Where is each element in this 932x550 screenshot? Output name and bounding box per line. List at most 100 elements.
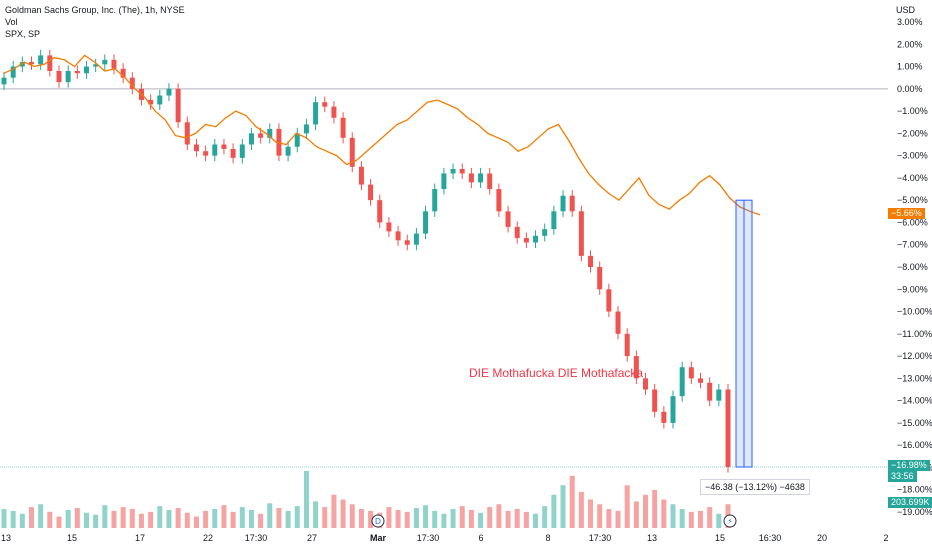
volume-bar <box>313 501 319 528</box>
volume-bar <box>514 509 520 528</box>
candle-body <box>1 77 7 85</box>
volume-bar <box>459 506 465 528</box>
candle-body <box>212 144 218 156</box>
candle-body <box>175 88 181 123</box>
volume-bar <box>597 504 603 528</box>
chart-annotation[interactable]: DIE Mothafucka DIE Mothafacka <box>469 366 644 380</box>
volume-bar <box>386 507 392 528</box>
volume-bar <box>258 513 264 528</box>
candle-body <box>203 151 209 156</box>
candle-body <box>358 166 364 185</box>
y-tick-label: −5.00% <box>897 195 928 205</box>
candle-body <box>478 173 484 183</box>
volume-bar <box>404 511 410 528</box>
candle-body <box>65 71 71 83</box>
y-tick-label: 2.00% <box>897 39 923 49</box>
y-tick-label: −13.00% <box>897 373 932 383</box>
volume-bar <box>157 506 163 528</box>
volume-legend[interactable]: Vol <box>5 17 18 27</box>
volume-bar <box>487 507 493 528</box>
candle-body <box>129 77 135 89</box>
candle-body <box>569 195 575 212</box>
candle-body <box>285 146 291 156</box>
dividend-marker <box>371 514 385 528</box>
candle-body <box>487 173 493 190</box>
volume-bar <box>578 491 584 528</box>
candle-body <box>102 59 108 65</box>
volume-bar <box>340 499 346 528</box>
symbol-title[interactable]: Goldman Sachs Group, Inc. (The), 1h, NYS… <box>5 5 185 15</box>
volume-bar <box>643 494 649 528</box>
volume-bar <box>450 509 456 528</box>
volume-bar <box>276 508 282 528</box>
x-tick-label: 22 <box>203 533 213 543</box>
candle-body <box>423 211 429 234</box>
y-tick-label: −15.00% <box>897 418 932 428</box>
candle-body <box>239 144 245 158</box>
y-tick-label: −3.00% <box>897 151 928 161</box>
candle-body <box>377 200 383 223</box>
volume-bar <box>624 485 630 528</box>
y-tick-label: −18.00% <box>897 485 932 495</box>
volume-bar <box>1 509 7 528</box>
volume-bar <box>523 511 529 528</box>
volume-bar <box>349 504 355 528</box>
x-tick-label: 15 <box>67 533 77 543</box>
chart-legend: Goldman Sachs Group, Inc. (The), 1h, NYS… <box>5 4 185 40</box>
volume-bar <box>129 509 135 528</box>
candle-body <box>652 389 658 412</box>
candle-body <box>514 226 520 239</box>
candle-body <box>533 235 539 243</box>
candle-body <box>404 240 410 245</box>
volume-bar <box>93 514 99 528</box>
x-tick-label: 20 <box>817 533 827 543</box>
volume-bar <box>478 512 484 528</box>
volume-bar <box>19 513 25 528</box>
candle-body <box>606 289 612 312</box>
y-tick-label: −19.00% <box>897 507 932 517</box>
volume-bar <box>10 510 16 528</box>
volume-bar <box>716 513 722 528</box>
volume-bar <box>267 503 273 528</box>
candle-body <box>267 128 273 138</box>
candle-body <box>624 333 630 357</box>
x-tick-label: 2 <box>883 533 888 543</box>
spx-compare-legend[interactable]: SPX, SP <box>5 29 41 39</box>
candle-body <box>560 195 566 212</box>
volume-bar <box>505 510 511 528</box>
y-tick-label: −10.00% <box>897 307 932 317</box>
volume-bar <box>138 513 144 528</box>
volume-bar <box>248 509 254 528</box>
volume-bar <box>56 516 62 528</box>
candle-body <box>698 378 704 383</box>
candle-body <box>551 211 557 230</box>
candle-body <box>450 169 456 174</box>
candle-body <box>615 311 621 334</box>
volume-bar <box>560 485 566 528</box>
volume-bar <box>203 510 209 528</box>
volume-bar <box>184 512 190 528</box>
candle-body <box>221 144 227 149</box>
countdown-badge: 33:56 <box>888 471 917 482</box>
candle-body <box>597 267 603 290</box>
volume-bar <box>111 510 117 528</box>
candle-body <box>349 137 355 167</box>
spx-change-badge: −5.66% <box>888 208 925 219</box>
volume-bar <box>28 507 34 528</box>
y-tick-label: −7.00% <box>897 240 928 250</box>
currency-label[interactable]: USD <box>896 5 916 15</box>
volume-bar <box>83 512 89 528</box>
x-tick-label: 27 <box>307 533 317 543</box>
volume-bar <box>65 509 71 528</box>
gs-change-badge: −16.98% <box>888 460 930 471</box>
volume-bar <box>212 509 218 528</box>
candle-body <box>670 396 676 423</box>
volume-bar <box>633 501 639 528</box>
measure-label[interactable]: −46.38 (−13.12%) −4638 <box>700 479 810 495</box>
x-tick-label: Mar <box>370 533 387 543</box>
candle-body <box>386 222 392 232</box>
candle-body <box>331 106 337 118</box>
x-tick-label: 8 <box>545 533 550 543</box>
volume-bar <box>413 508 419 528</box>
